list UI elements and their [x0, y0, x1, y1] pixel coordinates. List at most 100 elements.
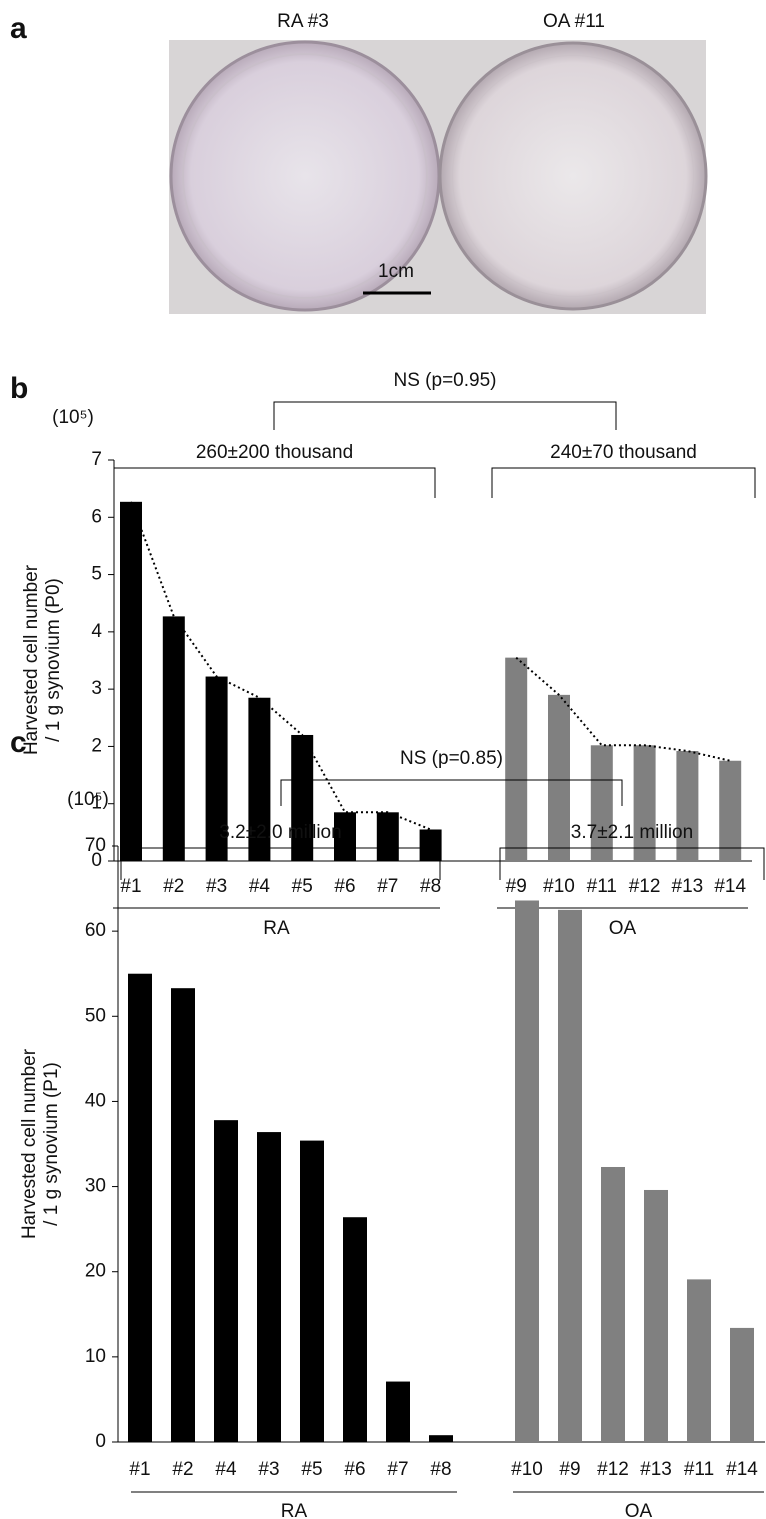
y-axis-label: Harvested cell number — [21, 564, 42, 755]
y-tick-label: 70 — [85, 835, 106, 856]
dish-label: RA #3 — [277, 11, 329, 32]
bar — [257, 1132, 281, 1442]
x-tick-label: #7 — [377, 876, 398, 897]
bar — [205, 676, 228, 861]
x-tick-label: #11 — [684, 1459, 714, 1480]
bracket — [499, 847, 765, 880]
panel-label: b — [10, 372, 28, 405]
bar — [343, 1217, 367, 1442]
bar — [248, 697, 271, 861]
x-tick-label: #6 — [344, 1459, 365, 1480]
bar — [128, 973, 152, 1442]
x-tick-label: #14 — [714, 876, 746, 897]
x-tick-label: #14 — [726, 1459, 758, 1480]
bracket-label: NS (p=0.95) — [394, 370, 497, 391]
bar — [376, 812, 399, 861]
bar — [730, 1327, 754, 1442]
y-tick-label: 30 — [85, 1176, 106, 1197]
y-tick-label: 1 — [91, 793, 102, 814]
y-tick-label: 5 — [91, 564, 102, 585]
x-tick-label: #4 — [249, 876, 271, 897]
x-tick-label: #7 — [387, 1459, 408, 1480]
bar — [120, 501, 142, 861]
bracket-label: 3.7±2.1 million — [571, 822, 693, 843]
x-tick-label: #5 — [292, 876, 313, 897]
bar — [291, 734, 314, 861]
trend-line — [515, 656, 731, 762]
x-tick-label: #2 — [163, 876, 184, 897]
y-tick-label: 40 — [85, 1090, 106, 1111]
panel-label: a — [10, 12, 27, 45]
bracket-label: 240±70 thousand — [550, 442, 697, 463]
dish-rim — [451, 54, 695, 298]
x-tick-label: #3 — [206, 876, 227, 897]
x-tick-label: #5 — [301, 1459, 322, 1480]
bar — [429, 1435, 453, 1442]
y-tick-label: 10 — [85, 1346, 106, 1367]
x-tick-label: #9 — [506, 876, 527, 897]
x-tick-label: #8 — [420, 876, 441, 897]
unit-label: (10⁵) — [67, 789, 109, 810]
bar — [162, 616, 185, 861]
x-tick-label: #10 — [543, 876, 575, 897]
y-tick-label: 3 — [91, 678, 102, 699]
x-tick-label: #2 — [172, 1459, 193, 1480]
x-tick-label: #6 — [334, 876, 355, 897]
bracket-label: 260±200 thousand — [196, 442, 353, 463]
y-tick-label: 50 — [85, 1005, 106, 1026]
dish-rim — [182, 53, 428, 299]
x-tick-label: #4 — [215, 1459, 237, 1480]
bar — [687, 1279, 711, 1442]
bar — [334, 812, 356, 861]
bar — [214, 1120, 238, 1442]
dish — [438, 41, 708, 311]
bracket-label: NS (p=0.85) — [400, 748, 503, 769]
bar — [505, 657, 528, 861]
x-tick-label: #1 — [120, 876, 141, 897]
bar — [386, 1381, 410, 1442]
bar — [676, 751, 699, 861]
x-tick-label: #13 — [672, 876, 704, 897]
group-label: OA — [625, 1501, 653, 1519]
bar — [558, 909, 582, 1442]
dish-label: OA #11 — [543, 11, 605, 32]
bracket — [273, 401, 617, 430]
bracket — [280, 779, 623, 806]
bracket — [120, 847, 441, 880]
bar — [419, 829, 442, 861]
group-label: OA — [609, 918, 637, 939]
scale-label: 1cm — [378, 261, 414, 282]
y-axis-label: Harvested cell number — [19, 1048, 40, 1239]
bar — [633, 745, 656, 861]
y-tick-label: 2 — [91, 735, 102, 756]
x-tick-label: #11 — [587, 876, 617, 897]
panel-label: c — [10, 726, 27, 759]
y-tick-label: 60 — [85, 920, 106, 941]
y-tick-label: 0 — [91, 850, 102, 871]
bar — [719, 760, 742, 861]
y-axis-label: / 1 g synovium (P0) — [43, 578, 64, 742]
bracket-label: 3.2±2.0 million — [219, 822, 341, 843]
x-tick-label: #12 — [629, 876, 661, 897]
bar — [171, 988, 195, 1442]
unit-label: (10⁵) — [52, 407, 94, 428]
bar — [601, 1166, 625, 1442]
bracket — [113, 467, 436, 498]
y-tick-label: 20 — [85, 1261, 106, 1282]
bar — [644, 1189, 668, 1442]
bar — [548, 694, 570, 861]
bar — [590, 745, 613, 861]
y-tick-label: 4 — [91, 621, 102, 642]
x-tick-label: #9 — [559, 1459, 580, 1480]
x-tick-label: #10 — [511, 1459, 543, 1480]
bar — [300, 1140, 324, 1442]
x-tick-label: #3 — [258, 1459, 279, 1480]
group-label: RA — [263, 918, 290, 939]
y-axis-label: / 1 g synovium (P1) — [41, 1062, 62, 1226]
x-tick-label: #8 — [430, 1459, 451, 1480]
y-tick-label: 7 — [91, 449, 102, 470]
bracket — [491, 467, 756, 498]
x-tick-label: #1 — [129, 1459, 150, 1480]
x-tick-label: #13 — [640, 1459, 672, 1480]
